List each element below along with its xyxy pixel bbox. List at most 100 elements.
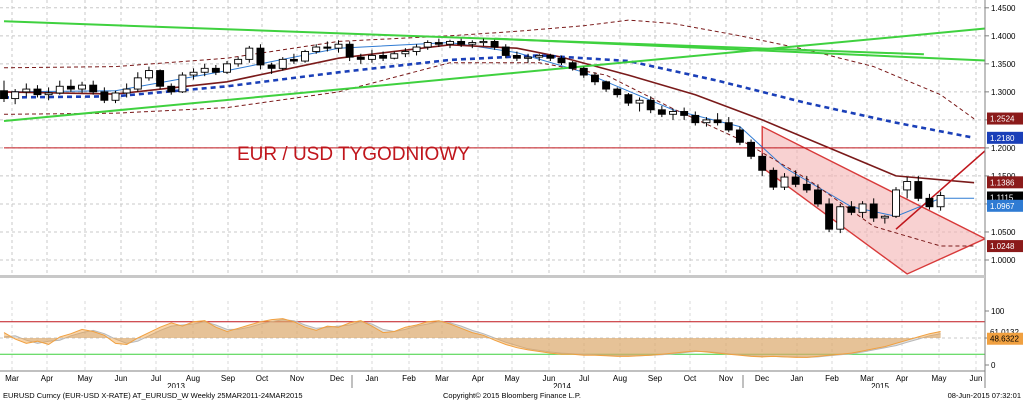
- candle-body: [245, 47, 254, 60]
- candle-body: [657, 109, 666, 115]
- candle-body: [546, 54, 555, 59]
- month-label: Apr: [896, 374, 909, 383]
- candle-body: [524, 56, 532, 59]
- candle-body: [858, 203, 867, 213]
- price-tick-label: 1.0000: [991, 256, 1016, 265]
- candle-body: [379, 54, 388, 59]
- candle-body: [200, 67, 209, 73]
- month-label: May: [931, 374, 946, 383]
- candle-body: [334, 43, 343, 49]
- candle-body: [78, 84, 87, 90]
- candle-body: [89, 84, 98, 93]
- candle-body: [535, 54, 544, 58]
- candle-body: [769, 169, 778, 188]
- candle-body: [624, 94, 633, 104]
- candle-body: [144, 70, 153, 79]
- candle-body: [903, 181, 912, 191]
- indicator-line: [494, 37, 986, 62]
- month-label: May: [504, 374, 519, 383]
- candle-body: [156, 70, 165, 87]
- candle-body: [680, 111, 689, 116]
- candle-body: [479, 40, 488, 44]
- value-badge: [987, 112, 1023, 125]
- month-label: Jan: [791, 374, 804, 383]
- oscillator-badge-label: 48.6322: [990, 335, 1019, 344]
- candle-body: [44, 92, 53, 96]
- year-label: 2015: [871, 382, 889, 391]
- indicator-line: [895, 150, 986, 230]
- candle-body: [178, 74, 187, 93]
- value-badge-label: 1.1386: [990, 178, 1015, 187]
- panel-separator: [0, 275, 985, 278]
- instrument-caption: EURUSD Curncy (EUR-USD X-RATE) AT_EURUSD…: [3, 391, 303, 400]
- candle-body: [579, 67, 588, 76]
- price-tick-label: 1.2000: [991, 144, 1016, 153]
- candle-body: [646, 99, 655, 111]
- oscillator-area: [4, 319, 941, 358]
- month-label: Jul: [579, 374, 589, 383]
- candle-body: [501, 46, 510, 56]
- value-badge-label: 1.1115: [990, 194, 1014, 203]
- candle-body: [758, 155, 767, 171]
- value-badge: [987, 240, 1023, 253]
- candle-body: [468, 42, 477, 45]
- candle-body: [278, 58, 287, 69]
- candle-body: [390, 53, 399, 59]
- oscillator-line: [3, 318, 941, 358]
- candle-body: [223, 63, 231, 73]
- candle-body: [814, 189, 822, 205]
- candle-body: [747, 141, 755, 157]
- value-badge-label: 1.0967: [990, 202, 1015, 211]
- value-badge-label: 1.0248: [990, 242, 1015, 251]
- candle-body: [602, 81, 611, 90]
- candle-body: [724, 122, 733, 131]
- month-label: Nov: [290, 374, 304, 383]
- candle-body: [133, 77, 142, 90]
- indicator-line: [3, 54, 975, 140]
- candle-body: [914, 181, 923, 199]
- candle-body: [111, 92, 120, 101]
- month-label: Nov: [719, 374, 733, 383]
- candle-body: [691, 114, 700, 124]
- candle-body: [345, 43, 354, 58]
- candle-body: [423, 42, 432, 48]
- candle-body: [312, 46, 321, 52]
- candle-body: [490, 40, 499, 48]
- candle-body: [368, 54, 376, 60]
- value-badge: [987, 199, 1023, 212]
- chart-title: EUR / USD TYGODNIOWY: [237, 144, 470, 165]
- candle-body: [791, 176, 800, 185]
- candle-body: [635, 99, 644, 104]
- candle-body: [401, 51, 410, 55]
- candle-body: [256, 47, 265, 66]
- candle-body: [66, 85, 75, 90]
- indicator-line: [3, 27, 986, 122]
- candle-body: [568, 62, 577, 69]
- timestamp-caption: 08-Jun-2015 07:32:01: [948, 391, 1021, 400]
- candle-body: [825, 203, 834, 230]
- candle-body: [0, 90, 8, 100]
- candle-body: [702, 119, 711, 124]
- oscillator-area: [4, 318, 941, 358]
- month-label: Sep: [648, 374, 663, 383]
- month-label: Feb: [402, 374, 416, 383]
- month-label: Mar: [5, 374, 19, 383]
- value-badge-label: 1.2180: [990, 134, 1015, 143]
- candle-body: [735, 129, 744, 143]
- candle-body: [122, 88, 131, 94]
- value-badge-label: 1.2524: [990, 115, 1015, 124]
- candle-body: [669, 111, 677, 115]
- candle-body: [100, 91, 109, 101]
- candle-body: [234, 58, 243, 65]
- candle-body: [936, 195, 945, 208]
- month-label: Dec: [330, 374, 344, 383]
- candle-body: [55, 85, 64, 94]
- candle-body: [33, 88, 42, 96]
- oscillator-grid: [0, 301, 985, 371]
- candle-body: [301, 51, 309, 62]
- month-label: Jun: [115, 374, 128, 383]
- candle-body: [869, 203, 878, 219]
- month-label: Mar: [435, 374, 449, 383]
